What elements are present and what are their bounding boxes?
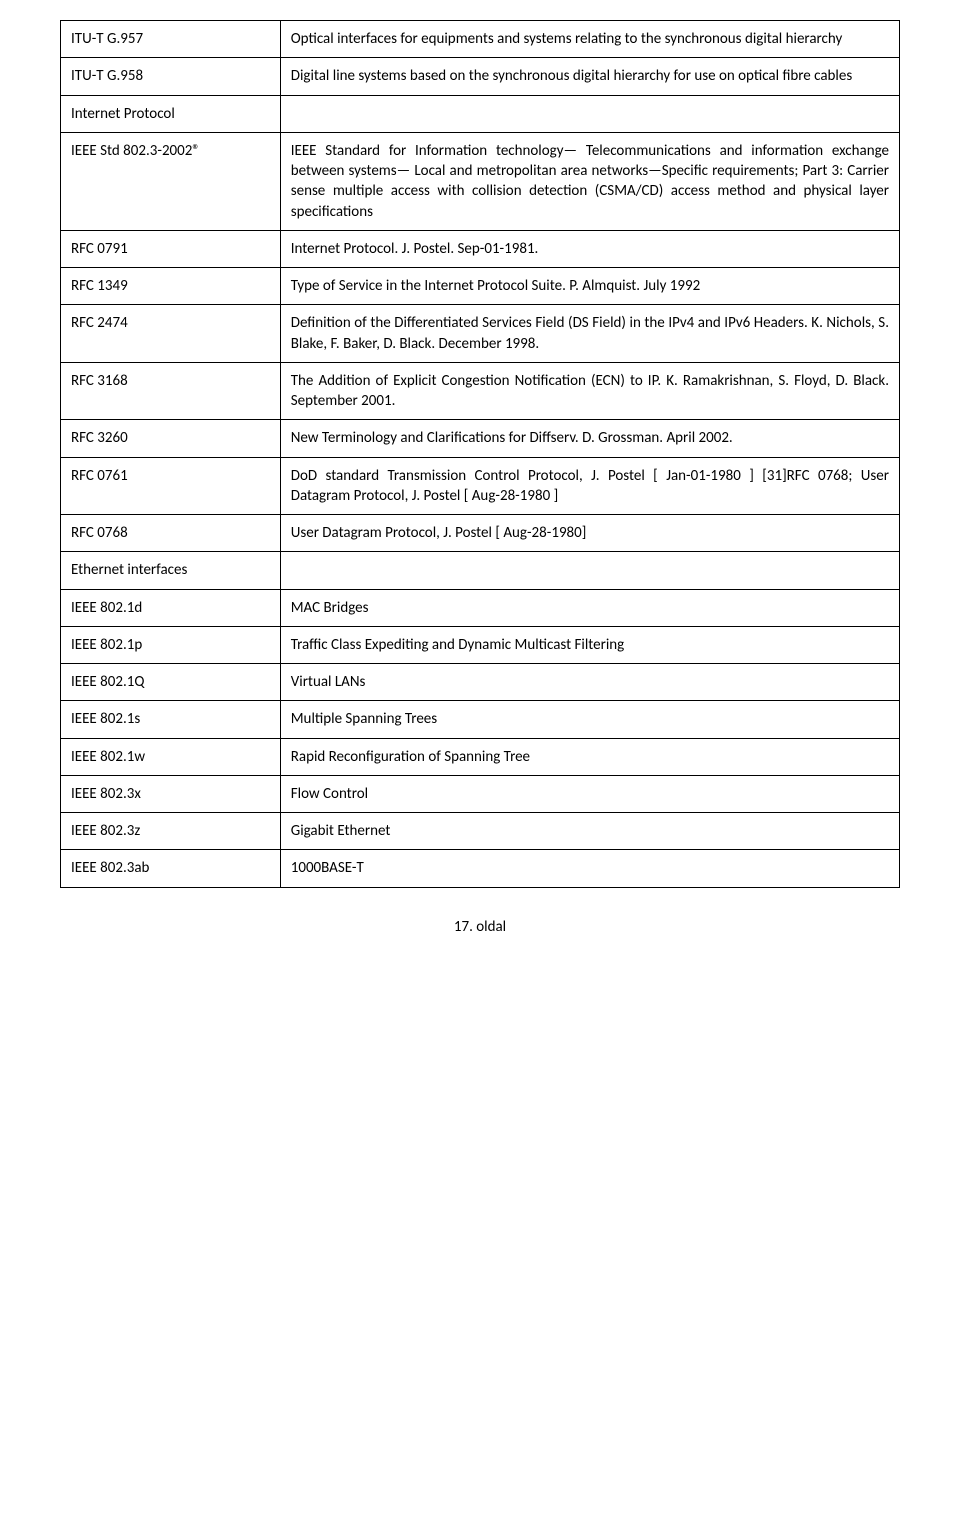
table-row: RFC 3260New Terminology and Clarificatio… — [61, 420, 900, 457]
standard-desc-cell: IEEE Standard for Information technology… — [280, 132, 899, 230]
standard-desc-cell: Multiple Spanning Trees — [280, 701, 899, 738]
table-row: IEEE 802.3xFlow Control — [61, 775, 900, 812]
standard-id-cell: RFC 0791 — [61, 230, 281, 267]
page-container: ITU-T G.957Optical interfaces for equipm… — [0, 0, 960, 976]
standard-desc-cell: Flow Control — [280, 775, 899, 812]
standard-desc-cell: Gigabit Ethernet — [280, 813, 899, 850]
table-row: IEEE 802.1dMAC Bridges — [61, 589, 900, 626]
standard-id-cell: RFC 1349 — [61, 268, 281, 305]
standard-id-cell: RFC 0768 — [61, 515, 281, 552]
table-row: RFC 0791Internet Protocol. J. Postel. Se… — [61, 230, 900, 267]
standard-desc-cell: Definition of the Differentiated Service… — [280, 305, 899, 363]
table-row: RFC 1349Type of Service in the Internet … — [61, 268, 900, 305]
standard-id-cell: IEEE 802.1p — [61, 626, 281, 663]
standard-id-cell: IEEE 802.3x — [61, 775, 281, 812]
table-row: IEEE 802.1QVirtual LANs — [61, 664, 900, 701]
table-row: RFC 0768User Datagram Protocol, J. Poste… — [61, 515, 900, 552]
standards-table: ITU-T G.957Optical interfaces for equipm… — [60, 20, 900, 888]
standard-id-cell: IEEE 802.3z — [61, 813, 281, 850]
standard-desc-cell: Rapid Reconfiguration of Spanning Tree — [280, 738, 899, 775]
standard-id-cell: ITU-T G.958 — [61, 58, 281, 95]
standard-id-cell: IEEE 802.1d — [61, 589, 281, 626]
standard-desc-cell: User Datagram Protocol, J. Postel [ Aug-… — [280, 515, 899, 552]
table-row: IEEE 802.1sMultiple Spanning Trees — [61, 701, 900, 738]
standard-id-cell: ITU-T G.957 — [61, 21, 281, 58]
standard-desc-cell: MAC Bridges — [280, 589, 899, 626]
standard-id-cell: Ethernet interfaces — [61, 552, 281, 589]
standard-id-cell: RFC 3168 — [61, 362, 281, 420]
standard-id-cell: Internet Protocol — [61, 95, 281, 132]
table-row: ITU-T G.958Digital line systems based on… — [61, 58, 900, 95]
standard-desc-cell: Type of Service in the Internet Protocol… — [280, 268, 899, 305]
standard-id-cell: RFC 2474 — [61, 305, 281, 363]
table-row: Internet Protocol — [61, 95, 900, 132]
standard-desc-cell: Virtual LANs — [280, 664, 899, 701]
standard-desc-cell: Digital line systems based on the synchr… — [280, 58, 899, 95]
table-row: RFC 0761DoD standard Transmission Contro… — [61, 457, 900, 515]
standard-desc-cell: Traffic Class Expediting and Dynamic Mul… — [280, 626, 899, 663]
standard-desc-cell: New Terminology and Clarifications for D… — [280, 420, 899, 457]
table-row: RFC 2474Definition of the Differentiated… — [61, 305, 900, 363]
table-row: RFC 3168The Addition of Explicit Congest… — [61, 362, 900, 420]
standard-desc-cell — [280, 95, 899, 132]
page-footer: 17. oldal — [60, 918, 900, 936]
table-row: Ethernet interfaces — [61, 552, 900, 589]
table-row: ITU-T G.957Optical interfaces for equipm… — [61, 21, 900, 58]
standard-desc-cell: Internet Protocol. J. Postel. Sep-01-198… — [280, 230, 899, 267]
standard-desc-cell: The Addition of Explicit Congestion Noti… — [280, 362, 899, 420]
standard-id-cell: RFC 3260 — [61, 420, 281, 457]
standard-id-cell: IEEE Std 802.3-2002® — [61, 132, 281, 230]
table-row: IEEE 802.1wRapid Reconfiguration of Span… — [61, 738, 900, 775]
standard-desc-cell: Optical interfaces for equipments and sy… — [280, 21, 899, 58]
standard-id-cell: IEEE 802.1s — [61, 701, 281, 738]
standard-id-cell: IEEE 802.1Q — [61, 664, 281, 701]
standard-desc-cell — [280, 552, 899, 589]
table-body: ITU-T G.957Optical interfaces for equipm… — [61, 21, 900, 888]
standard-desc-cell: DoD standard Transmission Control Protoc… — [280, 457, 899, 515]
table-row: IEEE Std 802.3-2002®IEEE Standard for In… — [61, 132, 900, 230]
table-row: IEEE 802.3zGigabit Ethernet — [61, 813, 900, 850]
standard-id-cell: IEEE 802.3ab — [61, 850, 281, 887]
standard-id-cell: IEEE 802.1w — [61, 738, 281, 775]
standard-desc-cell: 1000BASE-T — [280, 850, 899, 887]
standard-id-cell: RFC 0761 — [61, 457, 281, 515]
table-row: IEEE 802.3ab1000BASE-T — [61, 850, 900, 887]
table-row: IEEE 802.1pTraffic Class Expediting and … — [61, 626, 900, 663]
